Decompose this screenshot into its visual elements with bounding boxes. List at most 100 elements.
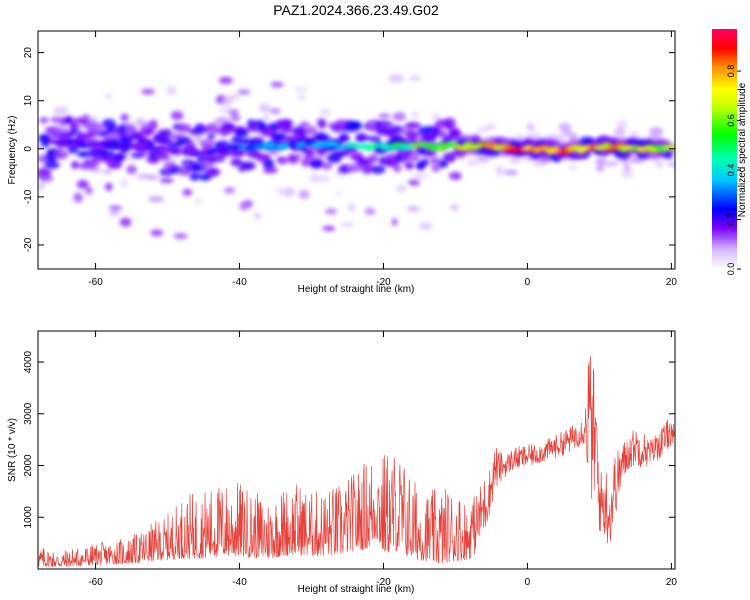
band-blob — [347, 163, 364, 173]
band-blob — [443, 118, 455, 129]
noise-blob — [325, 208, 338, 215]
noise-blob — [263, 114, 270, 121]
band-blob — [317, 119, 327, 129]
noise-blob — [105, 94, 113, 99]
noise-blob — [616, 120, 629, 129]
band-blob — [370, 165, 386, 174]
noise-blob — [319, 108, 331, 118]
noise-blob — [254, 213, 262, 219]
noise-blob — [410, 110, 420, 119]
band-blob — [262, 159, 275, 169]
noise-blob — [159, 177, 174, 184]
noise-blob — [230, 114, 238, 121]
noise-blob — [141, 88, 155, 95]
noise-blob — [649, 126, 664, 136]
band-blob — [205, 167, 218, 177]
band-blob — [424, 149, 437, 158]
band-blob — [392, 164, 402, 173]
band-blob — [69, 128, 78, 135]
noise-blob — [495, 165, 505, 176]
noise-blob — [504, 169, 518, 176]
noise-blob — [242, 201, 254, 208]
noise-blob — [388, 74, 404, 84]
noise-blob — [532, 162, 545, 167]
snr-x-tick-label: 20 — [666, 577, 678, 588]
band-blob — [368, 153, 379, 163]
band-blob — [91, 157, 103, 164]
band-blob — [230, 158, 243, 167]
noise-blob — [648, 133, 662, 140]
band-blob — [423, 133, 437, 143]
snr-y-tick-label: 4000 — [23, 350, 34, 373]
spectrogram-y-axis: -20 -10 0 10 20 — [23, 47, 675, 252]
spectrogram-frame — [37, 30, 676, 270]
band-blob — [159, 138, 173, 146]
noise-blob — [150, 229, 164, 237]
noise-blob — [293, 87, 309, 92]
noise-blob — [194, 198, 203, 205]
band-blob — [642, 138, 655, 146]
spectrogram-x-tick-label: 20 — [666, 277, 678, 288]
band-blob — [162, 128, 172, 138]
noise-blob — [193, 133, 203, 142]
spectrogram-y-tick-label: 10 — [23, 95, 34, 107]
band-blob — [663, 150, 673, 160]
band-blob — [431, 125, 441, 135]
band-blob — [287, 153, 300, 164]
noise-blob — [85, 186, 93, 195]
snr-panel: -60 -40 -20 0 20 1000 2000 3000 4000 Height of … — [7, 330, 678, 595]
snr-frame — [37, 330, 676, 570]
spectrogram-x-label: Height of straight line (km) — [298, 284, 415, 295]
noise-blob — [76, 179, 89, 190]
band-blob — [189, 172, 201, 181]
spectrogram-x-axis: -60 -40 -20 0 20 — [88, 31, 677, 288]
spectrogram-x-tick-label: -40 — [232, 277, 247, 288]
band-blob — [67, 144, 79, 154]
band-blob — [161, 152, 170, 161]
band-blob — [420, 158, 430, 167]
noise-blob — [558, 122, 572, 132]
band-blob — [234, 128, 249, 138]
noise-blob — [595, 157, 607, 166]
band-blob — [221, 122, 235, 130]
snr-x-tick-label: 0 — [525, 577, 531, 588]
snr-y-tick-label: 2000 — [23, 454, 34, 477]
band-blob — [442, 135, 454, 144]
noise-blob — [222, 98, 233, 107]
noise-blob — [120, 179, 128, 189]
band-blob — [273, 132, 287, 141]
colorbar-tick-label: 0.8 — [726, 65, 736, 78]
spectrogram-x-tick-label: 0 — [525, 277, 531, 288]
noise-blob — [135, 117, 145, 127]
noise-blob — [419, 222, 433, 231]
band-blob — [70, 160, 80, 169]
snr-y-tick-label: 3000 — [23, 402, 34, 425]
spectrogram-x-tick-label: -20 — [376, 277, 391, 288]
noise-blob — [431, 112, 441, 122]
noise-blob — [568, 164, 579, 171]
band-blob — [304, 152, 315, 160]
band-blob — [335, 119, 345, 129]
noise-blob — [148, 196, 165, 203]
noise-blob — [38, 167, 52, 177]
colorbar: 0.0 0.2 0.4 0.6 0.8 Normalized spectral ampl… — [712, 29, 748, 275]
noise-blob — [509, 156, 522, 164]
band-blob — [97, 129, 110, 138]
noise-blob — [623, 163, 631, 172]
snr-y-axis: 1000 2000 3000 4000 — [23, 350, 675, 528]
noise-blob — [365, 205, 372, 210]
noise-blob — [485, 123, 496, 131]
noise-blob — [348, 203, 356, 212]
band-blob — [126, 164, 137, 175]
noise-blob — [516, 134, 524, 142]
band-blob — [431, 163, 441, 173]
spectrogram-heatmap — [38, 74, 675, 240]
noise-blob — [476, 154, 491, 163]
noise-blob — [437, 154, 446, 161]
noise-blob — [119, 217, 132, 227]
band-blob — [240, 161, 256, 171]
noise-blob — [309, 173, 320, 183]
band-blob — [407, 155, 421, 162]
noise-blob — [173, 232, 188, 240]
colorbar-tick-label: 0.2 — [726, 213, 736, 226]
